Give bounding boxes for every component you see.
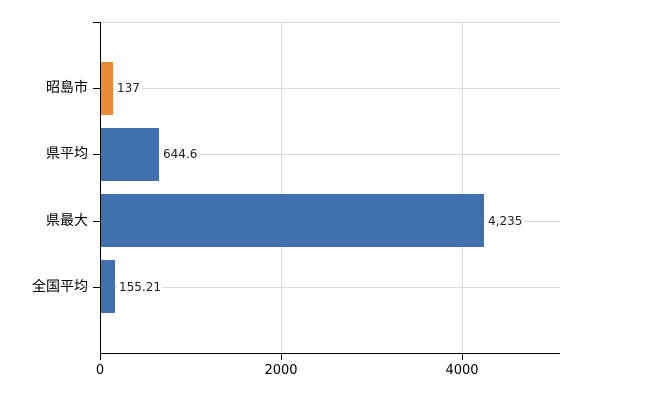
y-axis-tick <box>93 221 100 222</box>
x-axis-tick-label: 2000 <box>264 363 298 378</box>
vertical-gridline <box>281 22 282 353</box>
y-axis-tick <box>93 287 100 288</box>
y-axis-tick <box>93 88 100 89</box>
bar-昭島市 <box>101 62 113 115</box>
bar-全国平均 <box>101 260 115 313</box>
x-axis-tick <box>462 354 463 360</box>
x-axis-line <box>100 353 560 354</box>
vertical-gridline <box>462 22 463 353</box>
y-axis-tick <box>93 154 100 155</box>
y-axis-line <box>100 22 101 353</box>
x-axis-tick <box>281 354 282 360</box>
value-label: 644.6 <box>161 147 200 161</box>
horizontal-gridline <box>100 287 560 288</box>
horizontal-gridline <box>100 154 560 155</box>
x-axis-tick-label: 0 <box>95 363 105 378</box>
y-axis-tick <box>93 22 100 23</box>
horizontal-gridline <box>100 22 560 23</box>
category-label-全国平均: 全国平均 <box>32 279 88 295</box>
category-label-昭島市: 昭島市 <box>46 80 88 96</box>
category-label-県最大: 県最大 <box>46 213 88 229</box>
x-axis-tick <box>100 354 101 360</box>
horizontal-gridline <box>100 88 560 89</box>
bar-県最大 <box>101 194 484 247</box>
x-axis-tick-label: 4000 <box>445 363 479 378</box>
value-label: 155.21 <box>117 280 163 294</box>
value-label: 137 <box>115 81 142 95</box>
value-label: 4,235 <box>486 214 525 228</box>
category-label-県平均: 県平均 <box>46 146 88 162</box>
bar-県平均 <box>101 128 159 181</box>
